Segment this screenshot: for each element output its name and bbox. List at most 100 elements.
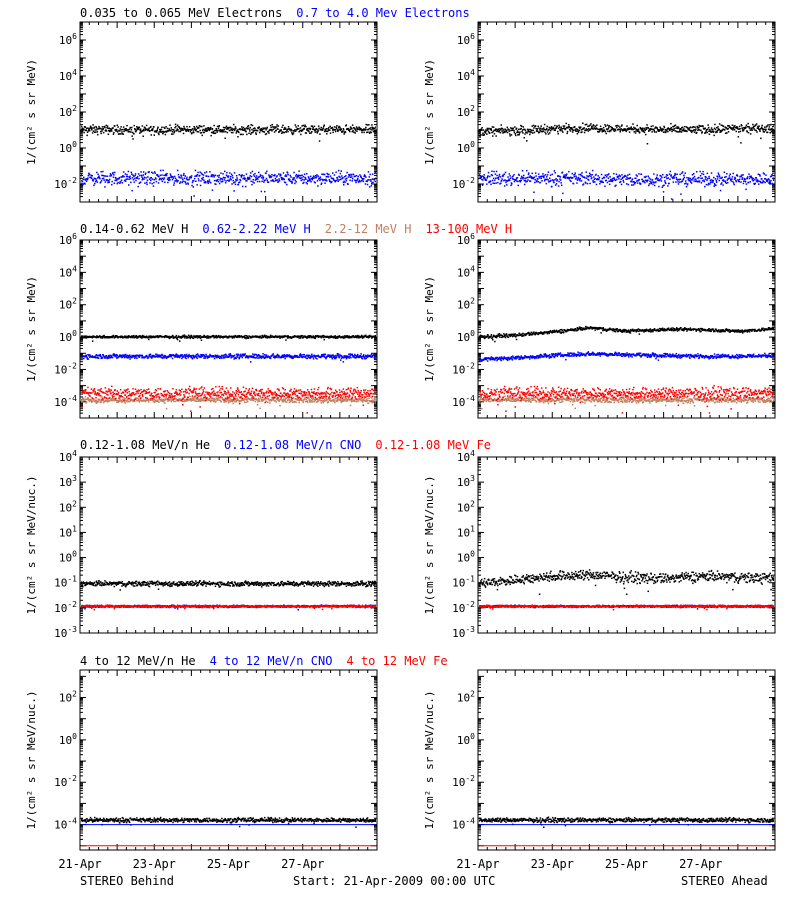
data-point	[89, 125, 92, 128]
data-point	[101, 177, 104, 180]
data-point	[497, 130, 499, 133]
data-point	[111, 336, 113, 339]
data-point	[148, 171, 150, 173]
data-point	[195, 336, 198, 338]
data-point	[134, 128, 136, 131]
data-point	[197, 171, 199, 174]
data-point	[352, 355, 355, 358]
data-point	[190, 336, 192, 338]
data-point	[182, 132, 185, 135]
data-point	[234, 126, 237, 128]
data-point	[276, 175, 278, 177]
data-point	[120, 335, 122, 337]
data-point	[598, 178, 600, 180]
data-point	[281, 178, 283, 181]
data-point	[196, 184, 198, 186]
data-point	[331, 358, 333, 360]
data-point	[313, 336, 315, 338]
data-point	[264, 336, 267, 339]
data-point	[330, 335, 333, 337]
data-point	[97, 133, 99, 136]
data-point	[764, 178, 767, 180]
data-point	[86, 131, 89, 133]
data-point	[157, 175, 159, 177]
data-point	[276, 336, 278, 339]
data-point	[481, 175, 483, 177]
data-point	[569, 176, 572, 179]
data-point	[176, 181, 178, 183]
data-point	[704, 176, 706, 178]
data-point	[549, 128, 551, 130]
data-point	[625, 183, 628, 185]
data-point	[355, 335, 357, 337]
data-point	[91, 127, 93, 129]
data-point	[217, 355, 219, 357]
data-point	[698, 180, 701, 182]
data-point	[356, 356, 358, 358]
data-point	[191, 184, 193, 187]
data-point	[567, 127, 569, 129]
data-point	[768, 182, 770, 184]
data-point	[220, 181, 223, 183]
data-point	[178, 126, 181, 128]
data-point	[619, 180, 622, 183]
data-point	[357, 337, 359, 339]
data-point	[179, 182, 181, 185]
data-point	[311, 335, 313, 338]
data-point	[628, 127, 630, 129]
data-point	[252, 181, 254, 183]
data-point	[485, 130, 488, 132]
data-point	[726, 132, 728, 134]
data-point	[601, 177, 604, 180]
data-point	[329, 175, 332, 177]
data-point	[318, 127, 320, 130]
data-point	[374, 355, 376, 357]
data-point	[521, 176, 523, 179]
data-point	[327, 129, 330, 131]
data-point	[214, 183, 216, 185]
data-point	[282, 178, 284, 180]
data-point	[599, 183, 601, 185]
data-point	[707, 124, 709, 126]
data-point	[622, 181, 625, 183]
data-point	[659, 178, 662, 180]
data-point	[677, 126, 680, 128]
data-point	[217, 178, 219, 181]
data-point	[109, 357, 112, 359]
data-point	[207, 175, 210, 178]
data-point	[686, 130, 688, 133]
data-point	[280, 356, 282, 359]
data-point	[196, 357, 198, 360]
data-point	[154, 172, 156, 174]
data-point	[717, 128, 720, 130]
data-point	[182, 334, 185, 337]
data-point	[370, 353, 373, 356]
data-point	[95, 179, 98, 182]
data-point	[139, 174, 141, 177]
data-point	[134, 336, 136, 339]
data-point	[196, 337, 199, 339]
data-point	[546, 176, 548, 178]
data-point	[95, 127, 98, 129]
data-point	[763, 131, 765, 133]
data-point	[261, 129, 263, 131]
data-point	[772, 131, 774, 134]
y-axis-ticks	[80, 21, 377, 203]
data-point	[120, 336, 123, 338]
data-point	[190, 132, 193, 135]
data-point	[135, 354, 138, 357]
data-point	[281, 126, 283, 128]
data-point	[203, 335, 206, 337]
data-point	[483, 176, 486, 179]
data-point	[481, 127, 483, 129]
data-point	[752, 177, 754, 180]
data-point	[110, 129, 113, 131]
data-point	[197, 131, 200, 133]
data-point	[102, 177, 105, 180]
data-point	[337, 180, 339, 182]
data-point	[645, 179, 647, 182]
data-point	[168, 129, 171, 131]
data-point	[374, 172, 376, 174]
data-point	[194, 127, 196, 129]
data-point	[359, 356, 361, 358]
